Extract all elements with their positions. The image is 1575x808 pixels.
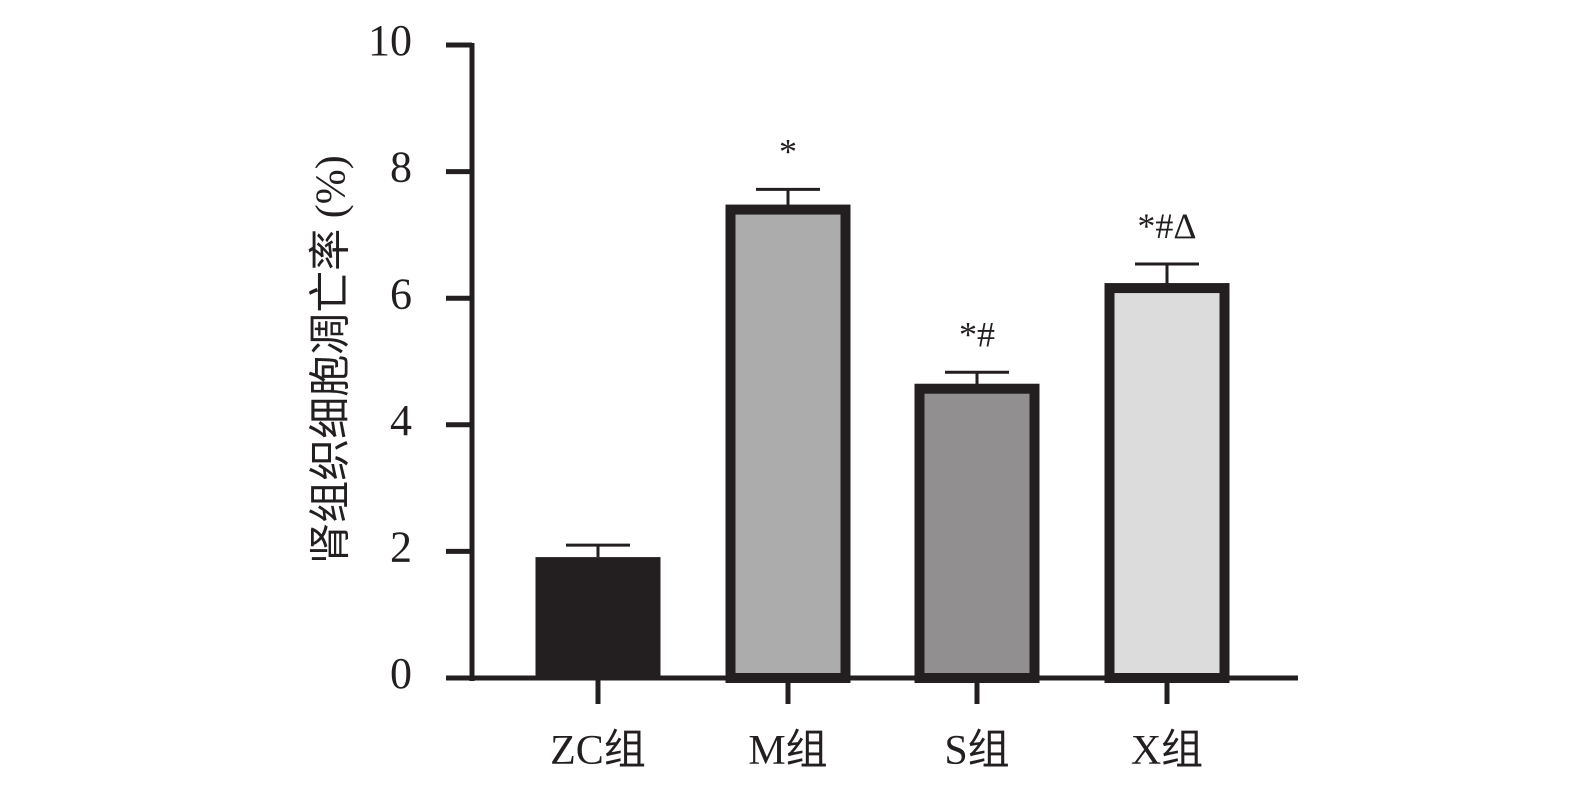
x-tick-label: S组	[944, 728, 1009, 774]
y-tick-label: 2	[390, 522, 412, 571]
bar-2	[914, 383, 1040, 683]
bar-3	[1104, 283, 1230, 683]
y-tick-label: 10	[368, 16, 412, 65]
significance-annotation: *#Δ	[1137, 206, 1196, 246]
significance-annotation: *	[779, 131, 797, 171]
y-tick-label: 6	[390, 269, 412, 318]
y-tick-label: 4	[390, 396, 412, 445]
y-ticks-group: 0 2 4 6 8 10	[368, 16, 472, 698]
bars-group: * *# *#Δ	[535, 131, 1230, 684]
y-tick-label: 8	[390, 143, 412, 192]
y-tick-label: 0	[390, 649, 412, 698]
x-tick-label: M组	[748, 728, 827, 774]
y-axis-label: 肾组织细胞凋亡率 (%)	[308, 155, 355, 564]
x-tick-label: ZC组	[550, 728, 646, 774]
x-ticks-group: ZC组 M组 S组 X组	[550, 678, 1203, 774]
bar-1	[725, 204, 851, 684]
significance-annotation: *#	[959, 314, 995, 354]
x-tick-label: X组	[1131, 728, 1203, 774]
bar-0	[535, 557, 661, 678]
